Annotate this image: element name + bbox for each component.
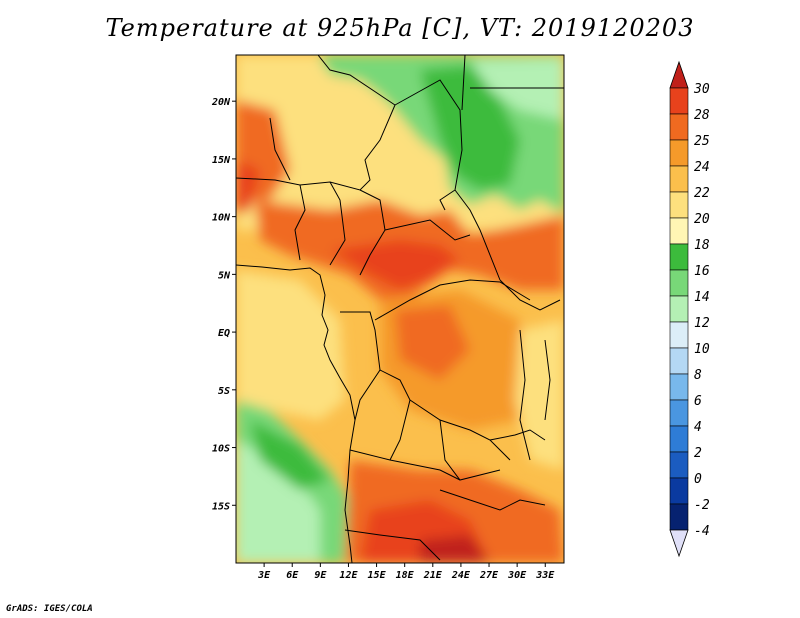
- colorbar-label: 2: [694, 446, 702, 461]
- colorbar-label: 30: [693, 82, 710, 97]
- y-tick-label: 5S: [218, 386, 230, 397]
- x-tick-label: 30E: [507, 570, 527, 581]
- grads-credit: GrADS: IGES/COLA: [6, 604, 93, 614]
- x-axis-ticks: 3E 6E 9E 12E 15E 18E 21E 24E 27E 30E 33E: [257, 563, 555, 581]
- colorbar-label: 18: [694, 238, 710, 253]
- colorbar-label: 25: [694, 134, 710, 149]
- colorbar-segment: [669, 269, 689, 297]
- colorbar-segment: [669, 321, 689, 349]
- y-tick-label: 15S: [212, 501, 230, 512]
- colorbar-segment: [669, 295, 689, 323]
- colorbar-label: 12: [694, 316, 710, 331]
- y-tick-label: EQ: [218, 328, 230, 339]
- colorbar-segment: [669, 217, 689, 245]
- colorbar-label: 28: [694, 108, 710, 123]
- map-frame: [235, 54, 565, 564]
- x-tick-label: 9E: [314, 570, 327, 581]
- colorbar-segment: [669, 425, 689, 453]
- colorbar-label: 4: [694, 420, 702, 435]
- temperature-field: [236, 55, 564, 563]
- colorbar-segment: [669, 87, 689, 115]
- colorbar-segment: [669, 113, 689, 141]
- x-tick-label: 24E: [451, 570, 471, 581]
- colorbar-label: 8: [694, 368, 702, 383]
- map-title: Temperature at 925hPa [C], VT: 201912020…: [105, 14, 695, 42]
- y-axis-ticks: 20N 15N 10N 5N EQ 5S 10S 15S: [211, 97, 236, 512]
- colorbar-segment: [669, 165, 689, 193]
- colorbar-label: 10: [694, 342, 710, 357]
- colorbar-label: 20: [694, 212, 710, 227]
- x-tick-label: 27E: [479, 570, 499, 581]
- x-tick-label: 21E: [423, 570, 443, 581]
- colorbar-segment: [669, 399, 689, 427]
- colorbar-label: -2: [694, 498, 710, 513]
- y-tick-label: 10S: [212, 444, 230, 455]
- country-boundaries: [236, 55, 564, 563]
- colorbar-top-arrow: [669, 60, 689, 89]
- y-tick-label: 10N: [212, 213, 231, 224]
- x-tick-label: 12E: [339, 570, 358, 581]
- colorbar-segment: [669, 451, 689, 479]
- colorbar-segment: [669, 503, 689, 531]
- colorbar-label: 6: [694, 394, 702, 409]
- x-tick-label: 18E: [396, 570, 415, 581]
- y-tick-label: 20N: [211, 97, 231, 108]
- colorbar-label: 14: [694, 290, 710, 305]
- colorbar-label: -4: [694, 524, 710, 539]
- colorbar-label: 0: [694, 472, 702, 487]
- y-tick-label: 5N: [218, 270, 231, 281]
- colorbar-segment: [669, 347, 689, 375]
- x-tick-label: 33E: [535, 570, 555, 581]
- y-tick-label: 15N: [212, 155, 231, 166]
- colorbar-label: 22: [694, 186, 710, 201]
- colorbar-segment: [669, 243, 689, 271]
- colorbar-segment: [669, 191, 689, 219]
- colorbar-segment: [669, 477, 689, 505]
- x-tick-label: 15E: [368, 570, 387, 581]
- colorbar-segment: [669, 139, 689, 167]
- colorbar-segment: [669, 373, 689, 401]
- colorbar-bottom-arrow: [669, 529, 689, 558]
- x-tick-label: 3E: [257, 570, 271, 581]
- colorbar-label: 16: [694, 264, 710, 279]
- x-tick-label: 6E: [286, 570, 299, 581]
- colorbar-label: 24: [694, 160, 710, 175]
